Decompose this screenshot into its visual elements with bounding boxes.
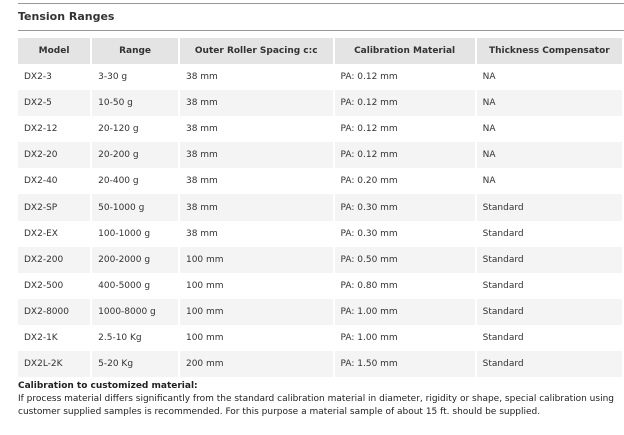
note-text: If process material differs significantl… bbox=[18, 394, 614, 417]
section-title: Tension Ranges bbox=[18, 10, 115, 23]
table-cell: 100-1000 g bbox=[90, 220, 179, 247]
table-cell: PA: 0.12 mm bbox=[332, 90, 476, 117]
table-cell: NA bbox=[474, 142, 622, 169]
table-cell: 100 mm bbox=[177, 298, 334, 325]
table-cell: DX2-12 bbox=[24, 124, 58, 135]
table-cell: 38 mm bbox=[177, 220, 334, 247]
table-cell: PA: 0.80 mm bbox=[332, 272, 476, 299]
table-cell: DX2L-2K bbox=[18, 351, 92, 378]
table-cell: PA: 0.12 mm bbox=[332, 116, 476, 143]
table-cell: PA: 0.50 mm bbox=[332, 246, 476, 273]
table-row: DX2-500 400-5000 g 100 mm PA: 0.80 mm Standa… bbox=[18, 272, 622, 299]
table-cell: NA bbox=[474, 90, 622, 117]
table-cell: PA: 1.00 mm bbox=[332, 298, 476, 325]
table-cell: 1000-8000 g bbox=[90, 298, 179, 325]
table-row: DX2-1K 2.5-10 Kg 100 mm PA: 1.00 mm Standard bbox=[18, 324, 622, 352]
table-cell: 3-30 g bbox=[90, 64, 179, 91]
table-cell: PA: 1.00 mm bbox=[332, 324, 476, 352]
title-divider bbox=[18, 30, 624, 31]
table-cell: DX2-SP bbox=[18, 194, 92, 221]
table-row: DX2-200 200-2000 g 100 mm PA: 0.50 mm Standa… bbox=[18, 246, 622, 273]
table-cell: 2.5-10 Kg bbox=[90, 324, 179, 352]
table-row: DX2-20 20-200 g 38 mm PA: 0.12 mm NA bbox=[18, 142, 622, 169]
table-cell: Standard bbox=[474, 272, 622, 299]
table-cell: 38 mm bbox=[177, 194, 334, 221]
table-cell: 100 mm bbox=[177, 272, 334, 299]
table-row: DX2-SP 50-1000 g 38 mm PA: 0.30 mm Standard bbox=[18, 194, 622, 221]
table-cell: 400-5000 g bbox=[90, 272, 179, 299]
table-cell: 100 mm bbox=[177, 246, 334, 273]
table-row: DX2-8000 1000-8000 g 100 mm PA: 1.00 mm Stan… bbox=[18, 298, 622, 325]
table-cell: 20-200 g bbox=[90, 142, 179, 169]
column-header: Range bbox=[90, 38, 179, 64]
table-cell: Standard bbox=[474, 220, 622, 247]
table-cell: DX2-500 bbox=[24, 280, 64, 291]
table-cell: DX2-EX bbox=[24, 228, 58, 239]
table-cell: PA: 0.30 mm bbox=[332, 194, 476, 221]
table-cell: Standard bbox=[474, 194, 622, 221]
table-cell: 38 mm bbox=[177, 116, 334, 143]
table-cell: PA: 0.20 mm bbox=[332, 168, 476, 195]
table-cell: Standard bbox=[474, 246, 622, 273]
table-cell: Standard bbox=[474, 351, 622, 378]
table-cell: 38 mm bbox=[177, 64, 334, 91]
table-cell: NA bbox=[474, 64, 622, 91]
table-cell: DX2-3 bbox=[24, 72, 52, 83]
table-cell: DX2-200 bbox=[18, 246, 92, 273]
table-cell: 200-2000 g bbox=[90, 246, 179, 273]
column-header: Calibration Material bbox=[332, 38, 476, 64]
table-cell: Standard bbox=[474, 324, 622, 352]
column-header: Model bbox=[18, 38, 92, 64]
table-row: DX2L-2K 5-20 Kg 200 mm PA: 1.50 mm Standard bbox=[18, 351, 622, 378]
table-cell: 20-400 g bbox=[90, 168, 179, 195]
column-header: Outer Roller Spacing c:c bbox=[177, 38, 334, 64]
table-row: DX2-5 10-50 g 38 mm PA: 0.12 mm NA bbox=[18, 90, 622, 117]
note-heading: Calibration to customized material: bbox=[18, 381, 198, 391]
table-cell: 200 mm bbox=[177, 351, 334, 378]
table-cell: DX2-8000 bbox=[18, 298, 92, 325]
table-cell: NA bbox=[474, 116, 622, 143]
table-row: DX2-3 3-30 g 38 mm PA: 0.12 mm NA bbox=[18, 64, 622, 91]
table-cell: DX2-20 bbox=[18, 142, 92, 169]
table-header-row: Model Range Outer Roller Spacing c:c Calibr… bbox=[18, 38, 622, 64]
table-cell: 5-20 Kg bbox=[90, 351, 179, 378]
calibration-note: Calibration to customized material: If p… bbox=[18, 380, 624, 419]
table-row: DX2-EX 100-1000 g 38 mm PA: 0.30 mm Standard bbox=[18, 220, 622, 247]
column-header: Thickness Compensator bbox=[474, 38, 622, 64]
table-cell: 10-50 g bbox=[90, 90, 179, 117]
table-cell: 38 mm bbox=[177, 90, 334, 117]
table-cell: 38 mm bbox=[177, 168, 334, 195]
top-divider bbox=[18, 3, 624, 4]
table-cell: NA bbox=[474, 168, 622, 195]
table-cell: PA: 0.30 mm bbox=[332, 220, 476, 247]
table-cell: 20-120 g bbox=[90, 116, 179, 143]
table-cell: DX2-1K bbox=[24, 332, 58, 343]
table-row: DX2-40 20-400 g 38 mm PA: 0.20 mm NA bbox=[18, 168, 622, 195]
table-cell: PA: 0.12 mm bbox=[332, 64, 476, 91]
table-cell: DX2-5 bbox=[18, 90, 92, 117]
table-cell: 100 mm bbox=[177, 324, 334, 352]
table-cell: Standard bbox=[474, 298, 622, 325]
table-cell: 38 mm bbox=[177, 142, 334, 169]
tension-ranges-table: Model Range Outer Roller Spacing c:c Calibr… bbox=[18, 38, 622, 378]
table-row: DX2-12 20-120 g 38 mm PA: 0.12 mm NA bbox=[18, 116, 622, 143]
table-cell: PA: 0.12 mm bbox=[332, 142, 476, 169]
table-cell: 50-1000 g bbox=[90, 194, 179, 221]
table-cell: DX2-40 bbox=[24, 176, 58, 187]
table-cell: PA: 1.50 mm bbox=[332, 351, 476, 378]
